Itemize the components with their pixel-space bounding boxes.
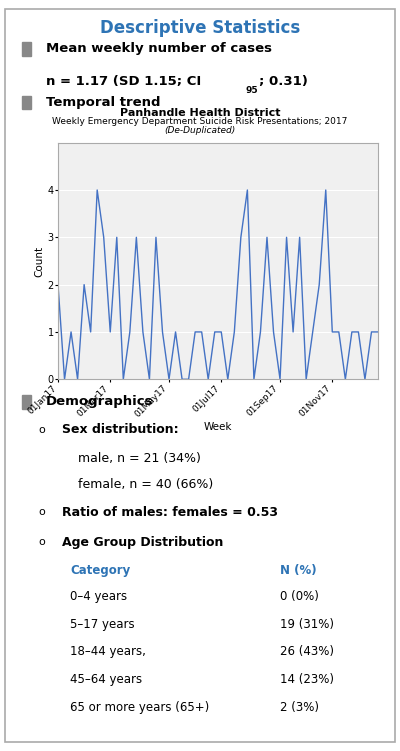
Bar: [22, 42, 31, 56]
Text: 0–4 years: 0–4 years: [70, 590, 127, 603]
Text: o: o: [38, 424, 45, 435]
Text: n = 1.17 (SD 1.15; CI: n = 1.17 (SD 1.15; CI: [46, 75, 201, 89]
Text: Descriptive Statistics: Descriptive Statistics: [100, 19, 300, 37]
Text: (De-Duplicated): (De-Duplicated): [164, 126, 236, 135]
Text: N (%): N (%): [280, 564, 317, 578]
Text: Category: Category: [70, 564, 130, 578]
Text: Temporal trend: Temporal trend: [46, 96, 160, 109]
Text: 95: 95: [246, 86, 259, 95]
Text: 26 (43%): 26 (43%): [280, 645, 334, 659]
Text: o: o: [38, 507, 45, 517]
Text: female, n = 40 (66%): female, n = 40 (66%): [78, 478, 213, 491]
Bar: [22, 395, 31, 409]
Bar: [22, 95, 31, 109]
Text: Panhandle Health District: Panhandle Health District: [120, 108, 280, 118]
Text: ; 0.31): ; 0.31): [259, 75, 308, 89]
Text: Sex distribution:: Sex distribution:: [62, 423, 179, 436]
Text: 18–44 years,: 18–44 years,: [70, 645, 146, 659]
Text: Demographics: Demographics: [46, 396, 154, 409]
Text: 19 (31%): 19 (31%): [280, 617, 334, 631]
Text: Age Group Distribution: Age Group Distribution: [62, 535, 223, 549]
Text: 5–17 years: 5–17 years: [70, 617, 135, 631]
Text: 14 (23%): 14 (23%): [280, 673, 334, 686]
Text: o: o: [38, 537, 45, 547]
Text: 2 (3%): 2 (3%): [280, 701, 319, 714]
X-axis label: Week: Week: [204, 422, 232, 432]
Text: Mean weekly number of cases: Mean weekly number of cases: [46, 43, 272, 56]
Text: 65 or more years (65+): 65 or more years (65+): [70, 701, 209, 714]
Text: male, n = 21 (34%): male, n = 21 (34%): [78, 451, 201, 465]
Text: 45–64 years: 45–64 years: [70, 673, 142, 686]
Text: Weekly Emergency Department Suicide Risk Presentations; 2017: Weekly Emergency Department Suicide Risk…: [52, 117, 348, 126]
Y-axis label: Count: Count: [35, 246, 45, 276]
Text: 0 (0%): 0 (0%): [280, 590, 319, 603]
Text: Ratio of males: females = 0.53: Ratio of males: females = 0.53: [62, 505, 278, 519]
